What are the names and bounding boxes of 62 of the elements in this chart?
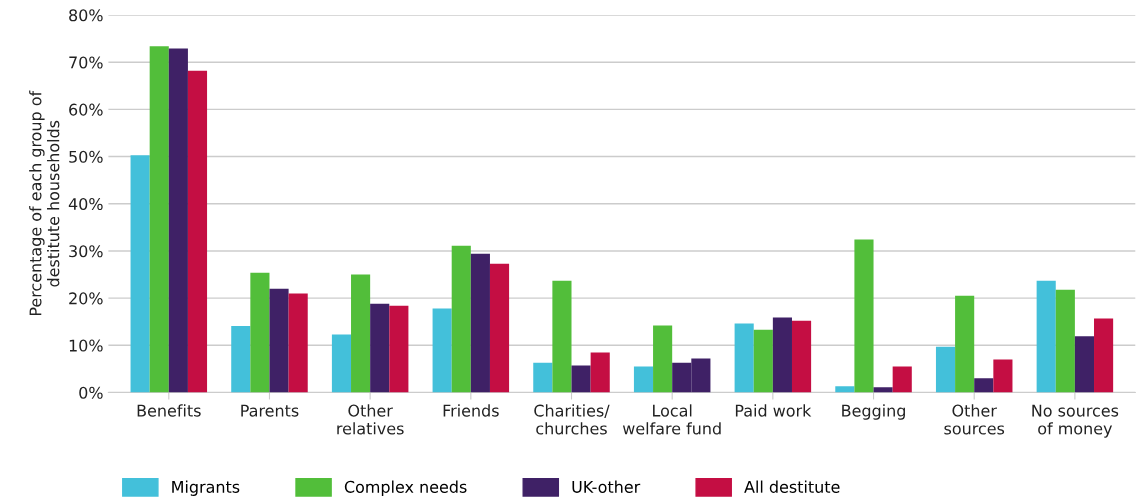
x-tick-label: No sources of money — [1032, 404, 1119, 438]
bar — [489, 263, 510, 393]
x-tick-label: Other relatives — [337, 404, 404, 435]
bar — [1074, 336, 1095, 393]
x-tick-label: Friends — [443, 404, 499, 417]
y-tick-label: 0% — [79, 386, 103, 399]
y-tick-label: 20% — [69, 292, 103, 305]
bar — [470, 253, 490, 393]
y-axis-title: Percentage of each group of destitute households — [29, 90, 60, 316]
bar — [955, 295, 975, 393]
bar — [1055, 289, 1075, 393]
x-tick-label: Local welfare fund — [622, 404, 721, 435]
x-tick-label: Other sources — [944, 404, 1005, 435]
bar — [993, 359, 1013, 393]
x-tick-label: Begging — [842, 404, 905, 420]
bar — [590, 352, 610, 393]
bar — [351, 274, 371, 393]
x-tick-label: Paid work — [735, 404, 812, 417]
x-tick-label: Charities/ churches — [534, 404, 610, 435]
bar — [935, 346, 956, 393]
legend-label: All destitute — [744, 480, 840, 493]
bar — [854, 239, 874, 393]
bar — [331, 334, 352, 393]
bar — [1094, 318, 1114, 393]
bar — [835, 386, 855, 393]
bar — [187, 70, 208, 393]
bar — [370, 303, 390, 393]
bar — [1036, 280, 1056, 393]
bar — [231, 325, 251, 393]
y-tick-label: 50% — [69, 150, 103, 163]
bar — [892, 366, 912, 393]
bar — [451, 245, 471, 393]
bar — [288, 293, 308, 393]
legend-label: Migrants — [172, 480, 240, 496]
bar — [432, 308, 452, 393]
bar — [149, 46, 169, 393]
bar — [250, 272, 270, 393]
x-tick-label: Benefits — [137, 404, 201, 417]
y-tick-label: 60% — [69, 103, 103, 116]
bar — [130, 155, 150, 393]
legend-label: UK-other — [572, 480, 641, 493]
bar — [389, 305, 409, 393]
bar — [791, 320, 812, 393]
bar — [168, 48, 188, 393]
y-tick-label: 10% — [69, 339, 103, 352]
bar — [734, 323, 754, 393]
y-tick-label: 70% — [69, 56, 103, 69]
legend-label: Complex needs — [344, 480, 467, 496]
bar — [571, 365, 591, 393]
y-tick-label: 40% — [68, 197, 103, 211]
bar — [974, 378, 994, 393]
bar — [753, 329, 773, 393]
bar — [533, 362, 553, 393]
y-tick-label: 30% — [69, 245, 103, 258]
bar — [873, 387, 893, 393]
bar — [633, 366, 654, 393]
bar — [552, 280, 572, 393]
bar — [772, 317, 792, 393]
y-tick-label: 80% — [69, 9, 103, 22]
x-tick-label: Parents — [241, 404, 299, 417]
bar — [269, 288, 289, 393]
bar — [653, 325, 673, 393]
